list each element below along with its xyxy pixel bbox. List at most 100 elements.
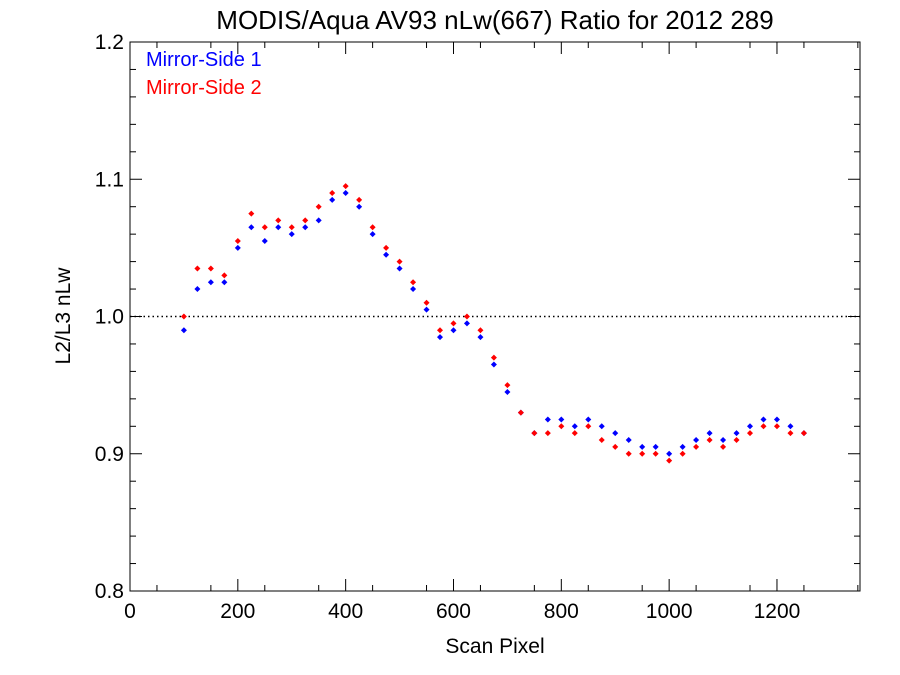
scatter-point-series-1 xyxy=(733,430,740,437)
scatter-point-series-1 xyxy=(450,327,457,334)
scatter-point-series-2 xyxy=(329,189,336,196)
scatter-point-series-2 xyxy=(571,430,578,437)
scatter-point-series-2 xyxy=(625,450,632,457)
scatter-point-series-2 xyxy=(693,443,700,450)
scatter-point-series-1 xyxy=(693,437,700,444)
scatter-point-series-1 xyxy=(666,450,673,457)
scatter-point-series-2 xyxy=(598,437,605,444)
legend-mirror-side-1: Mirror-Side 1 xyxy=(146,49,262,71)
scatter-point-series-2 xyxy=(410,279,417,286)
x-axis-label: Scan Pixel xyxy=(445,635,544,658)
scatter-point-series-1 xyxy=(612,430,619,437)
scatter-point-series-1 xyxy=(275,224,282,231)
scatter-point-series-1 xyxy=(234,244,241,251)
scatter-point-series-1 xyxy=(356,203,363,210)
scatter-point-series-2 xyxy=(450,320,457,327)
scatter-point-series-1 xyxy=(720,437,727,444)
scatter-point-series-1 xyxy=(571,423,578,430)
y-axis-label: L2/L3 nLw xyxy=(52,267,75,365)
scatter-point-series-1 xyxy=(504,388,511,395)
scatter-point-series-2 xyxy=(544,430,551,437)
scatter-point-series-1 xyxy=(248,224,255,231)
scatter-point-series-1 xyxy=(315,217,322,224)
scatter-point-series-2 xyxy=(288,224,295,231)
scatter-point-series-2 xyxy=(531,430,538,437)
scatter-point-series-1 xyxy=(329,196,336,203)
scatter-point-series-1 xyxy=(383,251,390,258)
scatter-point-series-2 xyxy=(787,430,794,437)
scatter-point-series-1 xyxy=(369,231,376,238)
scatter-point-series-2 xyxy=(760,423,767,430)
scatter-point-series-2 xyxy=(383,244,390,251)
scatter-point-series-2 xyxy=(356,196,363,203)
scatter-point-series-2 xyxy=(261,224,268,231)
scatter-point-series-2 xyxy=(477,327,484,334)
scatter-point-series-2 xyxy=(706,437,713,444)
scatter-point-series-1 xyxy=(773,416,780,423)
scatter-point-series-2 xyxy=(369,224,376,231)
scatter-point-series-2 xyxy=(585,423,592,430)
scatter-point-series-2 xyxy=(747,430,754,437)
scatter-point-series-2 xyxy=(221,272,228,279)
legend-mirror-side-2: Mirror-Side 2 xyxy=(146,77,262,99)
scatter-point-series-1 xyxy=(288,231,295,238)
scatter-point-series-2 xyxy=(490,354,497,361)
scatter-points xyxy=(180,183,807,464)
scatter-point-series-2 xyxy=(612,443,619,450)
scatter-point-series-2 xyxy=(180,313,187,320)
x-tick-label: 400 xyxy=(328,600,363,623)
scatter-point-series-2 xyxy=(194,265,201,272)
scatter-point-series-2 xyxy=(679,450,686,457)
x-tick-label: 1200 xyxy=(754,600,801,623)
scatter-point-series-1 xyxy=(477,334,484,341)
scatter-point-series-1 xyxy=(490,361,497,368)
scatter-point-series-2 xyxy=(315,203,322,210)
scatter-point-series-2 xyxy=(207,265,214,272)
scatter-point-series-2 xyxy=(248,210,255,217)
axis-ticks: 0 200 400 600 800 1000 1200 0.8 0.9 1.0 1.1 1.2 xyxy=(95,31,860,623)
x-tick-label: 600 xyxy=(436,600,471,623)
scatter-point-series-1 xyxy=(302,224,309,231)
scatter-point-series-2 xyxy=(733,437,740,444)
y-tick-label: 1.1 xyxy=(95,168,124,191)
scatter-point-series-1 xyxy=(625,437,632,444)
scatter-point-series-1 xyxy=(598,423,605,430)
scatter-point-series-1 xyxy=(180,327,187,334)
scatter-point-series-2 xyxy=(773,423,780,430)
scatter-point-series-1 xyxy=(194,286,201,293)
chart-title: MODIS/Aqua AV93 nLw(667) Ratio for 2012 … xyxy=(216,5,773,35)
scatter-point-series-2 xyxy=(800,430,807,437)
scatter-point-series-1 xyxy=(544,416,551,423)
scatter-point-series-2 xyxy=(463,313,470,320)
y-tick-label: 0.9 xyxy=(95,443,124,466)
scatter-point-series-1 xyxy=(787,423,794,430)
scatter-point-series-1 xyxy=(706,430,713,437)
scatter-point-series-2 xyxy=(275,217,282,224)
scatter-point-series-2 xyxy=(342,183,349,190)
scatter-point-series-1 xyxy=(558,416,565,423)
scatter-point-series-2 xyxy=(437,327,444,334)
x-tick-label: 800 xyxy=(544,600,579,623)
scatter-point-series-1 xyxy=(679,443,686,450)
y-tick-label: 1.0 xyxy=(95,306,124,329)
scatter-point-series-1 xyxy=(342,189,349,196)
scatter-point-series-1 xyxy=(585,416,592,423)
scatter-point-series-1 xyxy=(221,279,228,286)
scatter-point-series-2 xyxy=(423,299,430,306)
scatter-point-series-1 xyxy=(261,238,268,245)
scatter-point-series-1 xyxy=(207,279,214,286)
scatter-point-series-1 xyxy=(423,306,430,313)
x-tick-label: 1000 xyxy=(646,600,693,623)
y-tick-label: 1.2 xyxy=(95,31,124,54)
scatter-point-series-2 xyxy=(652,450,659,457)
scatter-point-series-1 xyxy=(463,320,470,327)
scatter-point-series-2 xyxy=(720,443,727,450)
scatter-point-series-2 xyxy=(234,238,241,245)
scatter-point-series-2 xyxy=(504,382,511,389)
scatter-point-series-2 xyxy=(639,450,646,457)
scatter-point-series-1 xyxy=(410,286,417,293)
x-tick-label: 200 xyxy=(220,600,255,623)
scatter-point-series-2 xyxy=(666,457,673,464)
scatter-point-series-2 xyxy=(517,409,524,416)
